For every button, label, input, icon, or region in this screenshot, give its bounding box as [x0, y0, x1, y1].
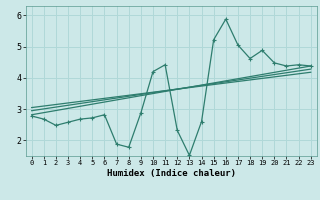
X-axis label: Humidex (Indice chaleur): Humidex (Indice chaleur)	[107, 169, 236, 178]
